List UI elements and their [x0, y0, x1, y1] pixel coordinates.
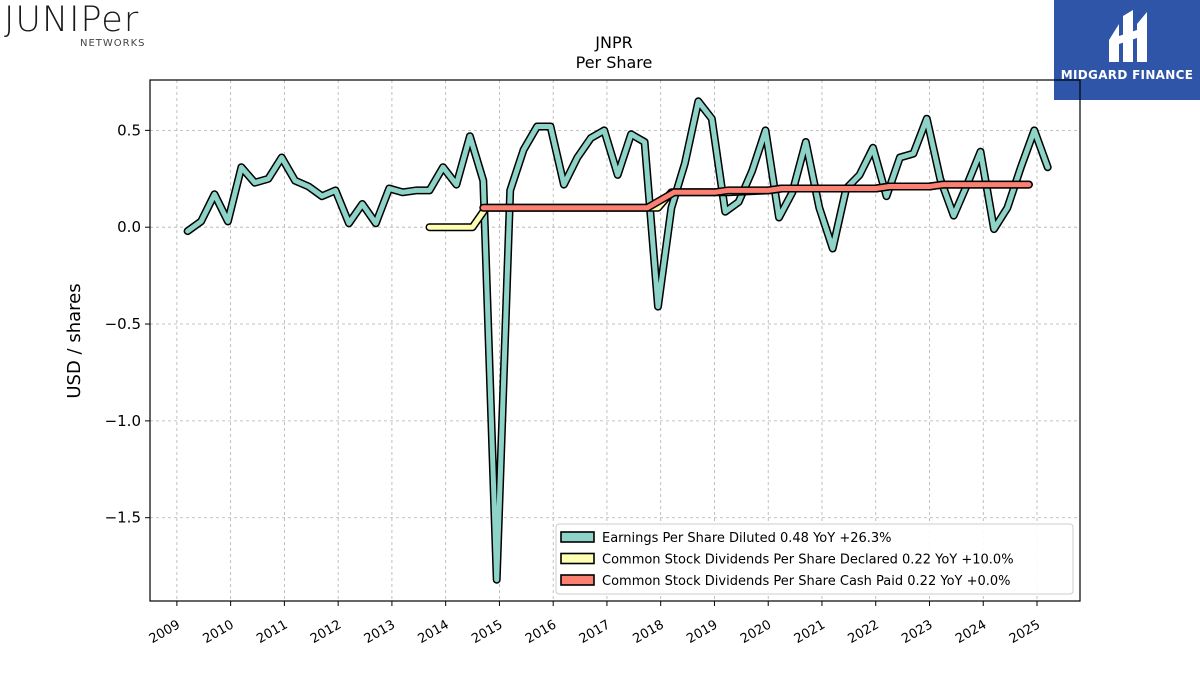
x-tick-label: 2016 — [523, 617, 559, 647]
legend-label: Common Stock Dividends Per Share Cash Pa… — [602, 574, 1011, 589]
series-1-line — [185, 98, 1051, 583]
x-tick-label: 2011 — [254, 617, 290, 647]
x-tick-label: 2010 — [200, 617, 236, 647]
juniper-logo: JUNIPer NETWORKS — [4, 0, 164, 50]
x-tick-label: 2017 — [577, 617, 613, 647]
y-axis-label: USD / shares — [64, 283, 85, 398]
x-tick-label: 2023 — [899, 617, 935, 647]
series-3-line — [480, 182, 1032, 211]
x-tick-label: 2009 — [147, 617, 183, 647]
x-tick-label: 2015 — [469, 617, 505, 647]
x-tick-label: 2020 — [738, 617, 774, 647]
x-tick-label: 2019 — [684, 617, 720, 647]
midgard-finance-logo: MIDGARD FINANCE — [1054, 0, 1200, 100]
plot-area-frame — [149, 79, 1081, 602]
midgard-emblem-icon — [1109, 10, 1147, 62]
legend-box — [555, 523, 1074, 595]
y-tick-label: −1.5 — [105, 509, 141, 527]
x-tick-label: 2014 — [416, 617, 452, 647]
x-tick-label: 2012 — [308, 617, 344, 647]
y-tick-label: 0.5 — [117, 121, 141, 139]
legend-label: Earnings Per Share Diluted 0.48 YoY +26.… — [602, 531, 892, 546]
legend-swatch — [560, 531, 595, 543]
legend-swatch — [560, 574, 595, 586]
chart-title: JNPR — [594, 33, 632, 52]
x-tick-label: 2025 — [1007, 617, 1043, 647]
midgard-finance-name: MIDGARD FINANCE — [1060, 68, 1194, 82]
x-tick-label: 2021 — [792, 617, 828, 647]
juniper-logo-wordmark: JUNIPer — [4, 0, 140, 40]
x-tick-label: 2022 — [846, 617, 882, 647]
legend: Earnings Per Share Diluted 0.48 YoY +26.… — [555, 523, 1074, 595]
juniper-logo-subtitle: NETWORKS — [80, 38, 146, 49]
y-tick-label: −0.5 — [105, 315, 141, 333]
series-lines — [183, 97, 1052, 584]
y-tick-label: 0.0 — [117, 218, 141, 236]
x-tick-label: 2013 — [362, 617, 398, 647]
chart-subtitle: Per Share — [576, 53, 653, 72]
y-tick-label: −1.0 — [105, 412, 141, 430]
legend-swatch — [560, 552, 595, 565]
x-tick-label: 2018 — [631, 617, 667, 647]
x-tick-label: 2024 — [953, 617, 989, 647]
legend-label: Common Stock Dividends Per Share Declare… — [602, 553, 1014, 568]
